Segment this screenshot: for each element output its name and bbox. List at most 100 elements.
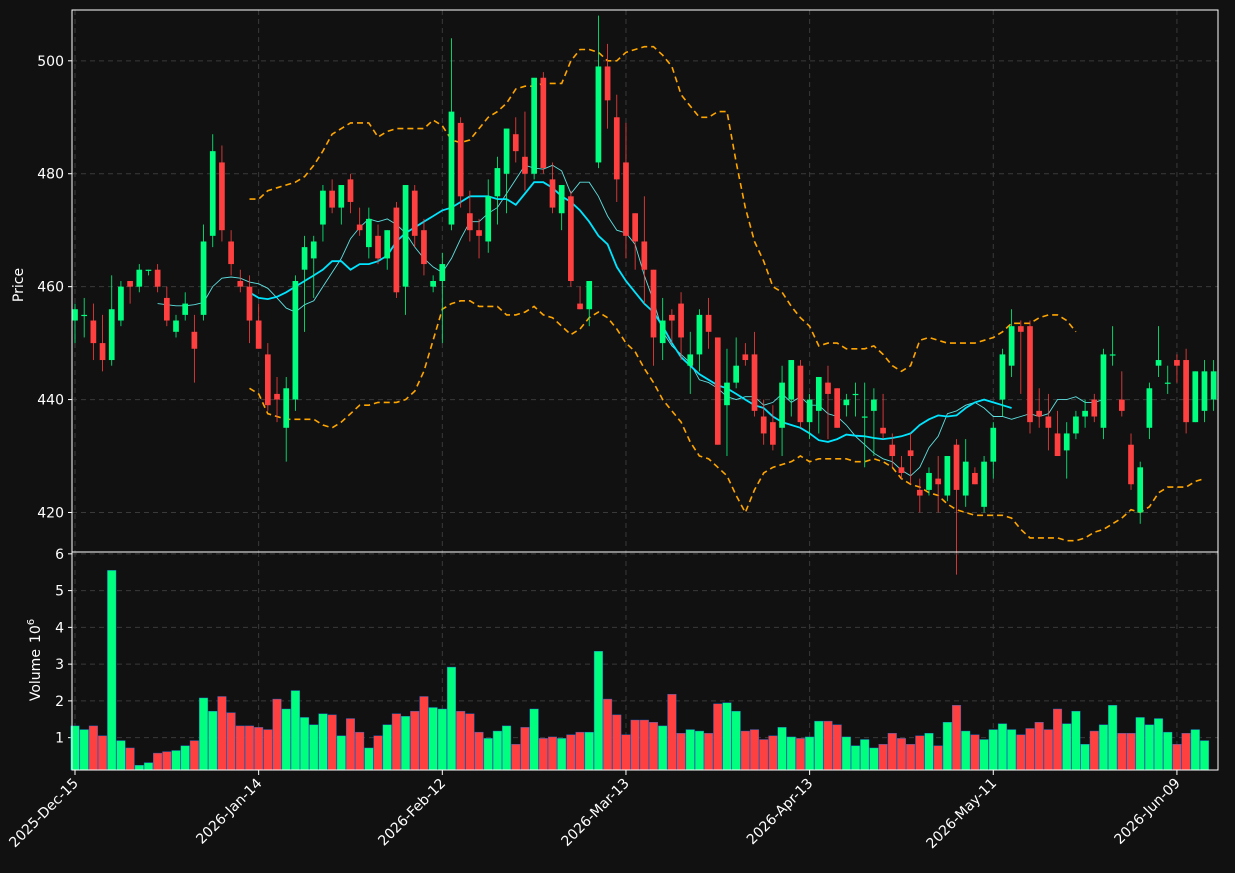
candle-body: [779, 382, 785, 428]
candle: [209, 134, 216, 248]
candle: [173, 314, 179, 338]
candle-body: [889, 444, 896, 457]
volume-bar: [162, 751, 172, 771]
candle: [1146, 382, 1153, 440]
candle: [568, 190, 574, 287]
candle: [1155, 326, 1162, 377]
candle: [815, 376, 822, 434]
candle: [1045, 393, 1052, 451]
volume-bar: [1199, 740, 1209, 771]
volume-bar: [860, 739, 870, 771]
candle-body: [274, 393, 280, 400]
volume-bar: [1034, 722, 1044, 771]
volume-bar: [685, 729, 695, 771]
candle-body: [733, 365, 740, 383]
candle-body: [81, 314, 88, 317]
candle-body: [90, 320, 97, 344]
volume-bar: [153, 752, 163, 771]
candle: [623, 122, 629, 259]
candle: [972, 467, 978, 485]
band-upper-line: [249, 45, 1077, 373]
candle-body: [1192, 371, 1199, 423]
volume-bar: [345, 718, 355, 771]
candle: [1183, 348, 1189, 434]
price-y-axis: 420 440 460 480 500: [37, 54, 72, 521]
volume-multiplier-exponent: 6: [26, 619, 37, 625]
volume-bar: [603, 698, 613, 771]
volume-bar: [1190, 729, 1200, 771]
candle: [467, 190, 473, 242]
candle: [751, 331, 758, 417]
candle-body: [485, 196, 492, 242]
candle: [118, 281, 124, 327]
volume-bar: [704, 733, 714, 771]
candle-body: [512, 134, 519, 152]
candle-body: [118, 286, 124, 321]
candle: [724, 348, 730, 457]
volume-bar: [557, 738, 567, 771]
candle-body: [659, 320, 666, 344]
candle: [163, 286, 170, 327]
candle: [935, 456, 942, 513]
candle-body: [145, 269, 152, 271]
candle: [237, 269, 244, 293]
price-axis-label: Price: [11, 268, 27, 302]
candle: [430, 275, 436, 293]
volume-bar: [667, 694, 677, 771]
price-tick-label: 420: [37, 505, 64, 521]
volume-multiplier-base: 10: [28, 625, 44, 643]
volume-bar: [437, 708, 447, 771]
candle-body: [705, 314, 712, 332]
candle: [421, 218, 427, 276]
candle: [981, 456, 987, 513]
volume-bar: [658, 725, 668, 771]
volume-bar: [290, 690, 300, 771]
price-tick-label: 500: [37, 54, 64, 70]
candle: [494, 156, 501, 225]
candle: [154, 264, 161, 293]
volume-bar: [942, 722, 952, 771]
candle-body: [467, 213, 473, 231]
volume-bar: [474, 731, 484, 771]
candle-body: [852, 393, 859, 396]
candle-body: [669, 314, 675, 321]
candle-body: [972, 472, 978, 485]
volume-bar: [887, 733, 897, 771]
candle: [825, 365, 831, 440]
volume-bar: [263, 729, 273, 771]
candle-body: [1045, 416, 1052, 428]
volume-bar: [483, 738, 493, 771]
candle-body: [494, 168, 501, 197]
volume-bar: [814, 720, 824, 771]
candle: [255, 303, 262, 349]
candle-body: [1155, 360, 1162, 366]
candle-body: [200, 241, 207, 315]
volume-bar: [401, 716, 411, 771]
candle: [320, 185, 326, 242]
candle-body: [292, 281, 299, 400]
candle-body: [1128, 444, 1134, 485]
candle-body: [72, 309, 78, 321]
candle-body: [356, 224, 363, 231]
candle-body: [384, 230, 391, 259]
volume-y-axis: 1 2 3 4 5 6: [55, 547, 72, 747]
volume-bar: [226, 712, 236, 771]
volume-bar: [300, 717, 310, 771]
candle-body: [1100, 354, 1107, 428]
candle-body: [393, 207, 400, 293]
candle: [540, 72, 547, 174]
candle: [1192, 371, 1199, 423]
candle-body: [402, 185, 409, 287]
candle: [604, 43, 611, 129]
candle-body: [503, 128, 510, 174]
candle-body: [1109, 354, 1116, 356]
candle: [1073, 410, 1079, 440]
volume-bar: [327, 714, 337, 771]
candle: [145, 269, 152, 276]
volume-panel-frame: [71, 551, 1219, 771]
candle-body: [310, 241, 317, 259]
candle: [301, 235, 308, 332]
candle-body: [320, 190, 326, 225]
volume-bar: [795, 738, 805, 771]
candle: [99, 314, 106, 372]
